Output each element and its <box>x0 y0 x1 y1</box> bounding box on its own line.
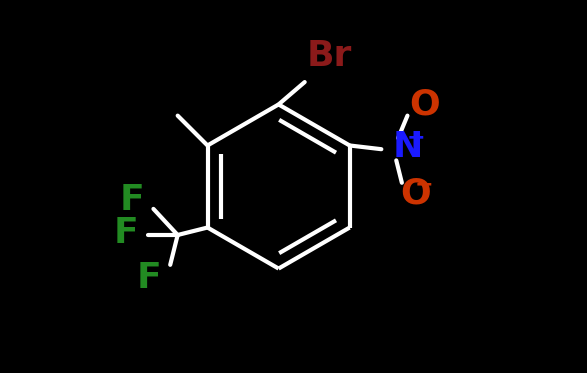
Text: F: F <box>136 261 161 295</box>
Text: F: F <box>114 216 139 250</box>
Text: O: O <box>409 87 440 122</box>
Text: O: O <box>400 177 431 211</box>
Text: −: − <box>415 175 434 195</box>
Text: +: + <box>407 128 426 148</box>
Text: F: F <box>119 182 144 217</box>
Text: Br: Br <box>306 39 352 73</box>
Text: N: N <box>393 130 423 164</box>
